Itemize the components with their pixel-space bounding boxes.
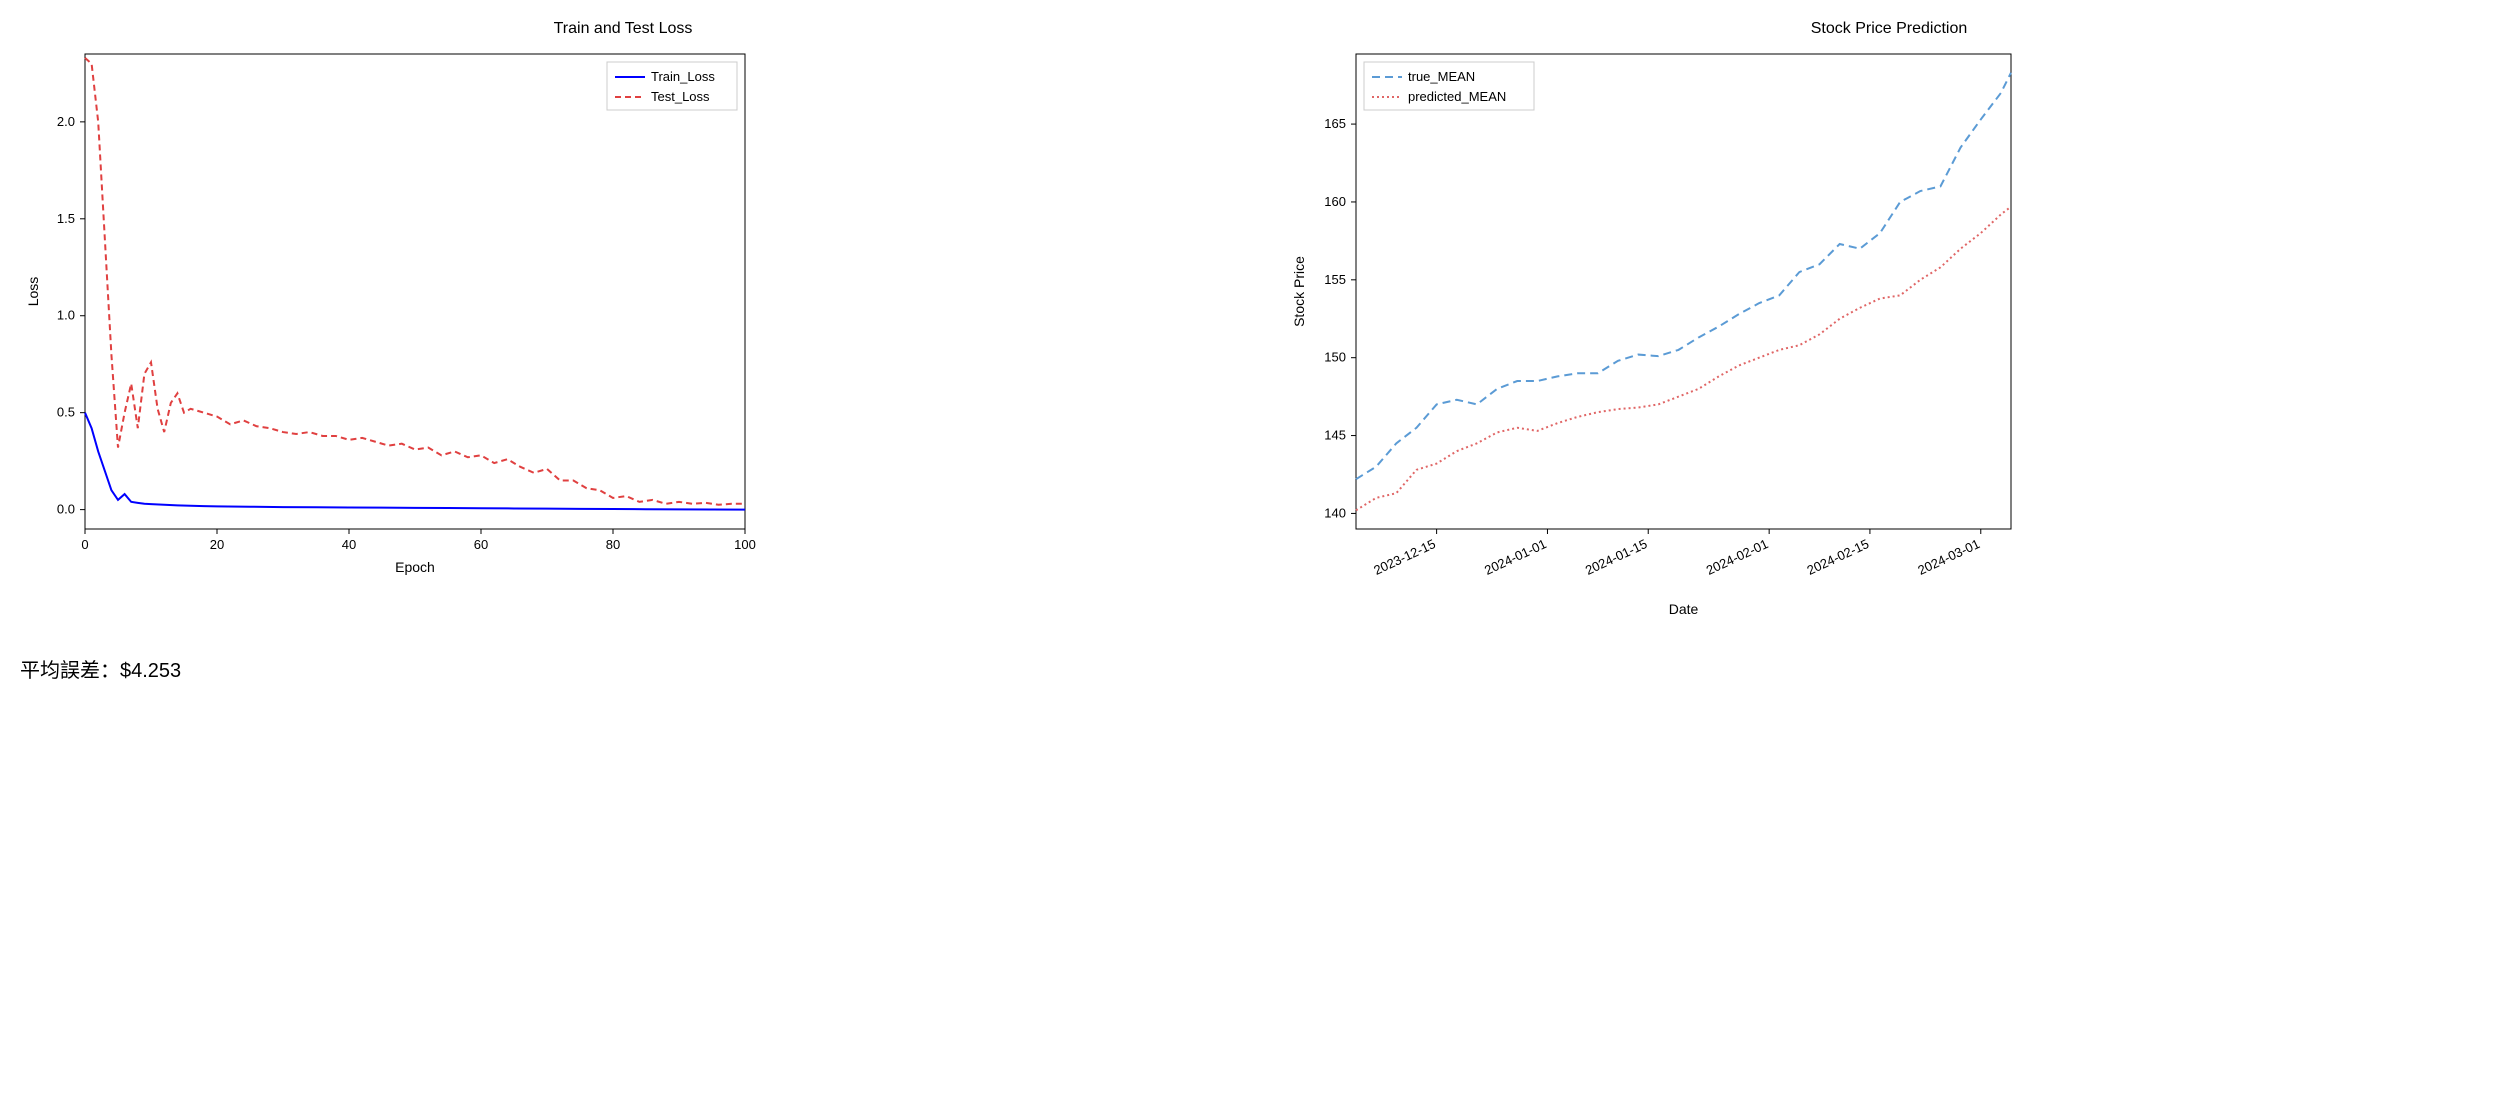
svg-text:20: 20 [210,537,224,552]
svg-text:0: 0 [81,537,88,552]
svg-text:0.0: 0.0 [57,502,75,517]
svg-text:2024-02-01: 2024-02-01 [1704,536,1771,578]
svg-text:2024-03-01: 2024-03-01 [1915,536,1982,578]
svg-text:Date: Date [1669,601,1699,617]
mean-error-label: 平均誤差：$4.253 [20,654,2492,683]
svg-text:2024-01-15: 2024-01-15 [1583,536,1650,578]
svg-text:0.5: 0.5 [57,405,75,420]
svg-text:155: 155 [1324,272,1346,287]
svg-text:2024-01-01: 2024-01-01 [1482,536,1549,578]
svg-text:165: 165 [1324,116,1346,131]
stock-chart-title: Stock Price Prediction [1286,20,2492,38]
loss-chart-title: Train and Test Loss [20,20,1226,38]
svg-text:true_MEAN: true_MEAN [1408,69,1475,84]
svg-text:80: 80 [606,537,620,552]
svg-text:Stock Price: Stock Price [1291,256,1307,327]
svg-text:60: 60 [474,537,488,552]
svg-text:1.0: 1.0 [57,308,75,323]
svg-text:140: 140 [1324,505,1346,520]
svg-text:160: 160 [1324,194,1346,209]
svg-text:150: 150 [1324,350,1346,365]
svg-text:Loss: Loss [25,277,41,307]
svg-text:Test_Loss: Test_Loss [651,89,710,104]
svg-text:2023-12-15: 2023-12-15 [1371,536,1438,578]
svg-text:145: 145 [1324,428,1346,443]
svg-text:1.5: 1.5 [57,211,75,226]
loss-chart: 0 20 40 60 80 100 0.0 0.5 1.0 1.5 2.0 Epoch Loss Trai… [20,44,760,584]
svg-text:Epoch: Epoch [395,559,435,575]
stock-chart: 140 145 150 155 160 165 2023-12-15 2024-01-01 20… [1286,44,2026,624]
svg-text:2024-02-15: 2024-02-15 [1805,536,1872,578]
svg-text:predicted_MEAN: predicted_MEAN [1408,89,1506,104]
svg-text:100: 100 [734,537,756,552]
svg-text:2.0: 2.0 [57,114,75,129]
svg-text:40: 40 [342,537,356,552]
svg-text:Train_Loss: Train_Loss [651,69,715,84]
